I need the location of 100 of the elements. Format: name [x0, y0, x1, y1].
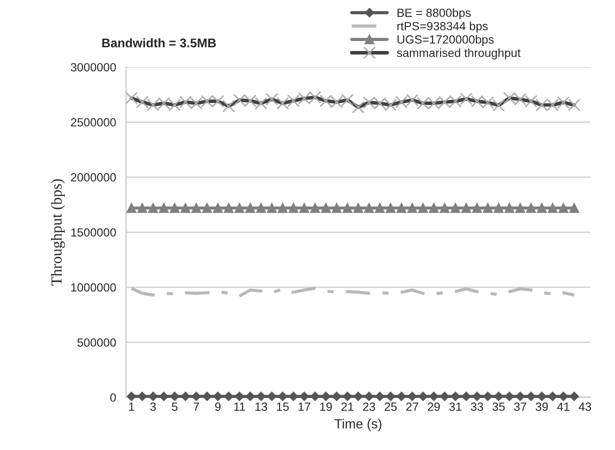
point — [138, 392, 147, 402]
point — [267, 392, 276, 402]
point — [516, 392, 525, 402]
x-tick-label: 19 — [320, 402, 332, 411]
x-tick-label: 5 — [172, 402, 178, 411]
x-tick-label: 39 — [536, 402, 548, 411]
point — [482, 203, 493, 213]
point — [364, 392, 374, 402]
point — [537, 392, 546, 402]
point — [396, 203, 406, 213]
x-tick-label: 15 — [276, 402, 289, 411]
point — [558, 203, 568, 213]
x-tick-label: 31 — [449, 402, 462, 411]
point — [246, 392, 255, 402]
point — [569, 203, 580, 213]
x-tick-label: 9 — [215, 402, 221, 411]
y-axis-title: Throughput (bps) — [50, 179, 65, 286]
x-tick-label: 3 — [150, 402, 156, 411]
point — [418, 203, 428, 213]
x-tick-label: 21 — [341, 402, 354, 411]
point — [570, 392, 579, 402]
point — [234, 392, 244, 402]
point — [256, 203, 266, 213]
point — [342, 392, 352, 402]
point — [548, 203, 558, 213]
x-tick-label: 7 — [194, 402, 199, 411]
point — [407, 203, 418, 213]
legend-label: UGS=1720000bps — [398, 34, 494, 46]
point — [364, 203, 374, 213]
point — [126, 203, 136, 213]
point — [548, 392, 558, 402]
point — [494, 203, 504, 213]
point — [245, 203, 256, 213]
point — [321, 392, 330, 402]
x-tick-label: 25 — [384, 402, 397, 411]
point — [440, 392, 450, 402]
point — [396, 392, 406, 402]
point — [494, 392, 504, 402]
point — [526, 392, 536, 402]
point — [472, 392, 482, 402]
point — [483, 392, 492, 402]
point — [429, 392, 438, 402]
point — [180, 392, 190, 402]
x-tick-label: 33 — [470, 402, 484, 411]
y-tick-label: 2500000 — [70, 118, 116, 126]
point — [310, 203, 320, 213]
point — [450, 392, 460, 402]
point — [288, 392, 298, 402]
point — [213, 203, 223, 213]
point — [526, 203, 536, 213]
point — [472, 203, 482, 213]
point — [234, 203, 244, 213]
point — [504, 392, 514, 402]
point — [266, 203, 277, 213]
point — [278, 203, 288, 213]
point — [310, 392, 320, 402]
y-tick-label: 3000000 — [70, 63, 116, 72]
point — [180, 203, 190, 213]
x-tick-label: 43 — [578, 402, 592, 411]
point — [170, 203, 180, 213]
legend-label: sammarised throughput — [396, 48, 521, 60]
x-tick-label: 29 — [428, 402, 440, 411]
point — [224, 203, 234, 213]
y-tick-label: 1000000 — [71, 283, 116, 292]
point — [462, 392, 471, 402]
point — [428, 203, 439, 213]
point — [558, 392, 568, 402]
point — [137, 203, 148, 213]
point — [418, 392, 428, 402]
legend-label: rtPS=938344 bps — [397, 22, 488, 33]
point — [354, 392, 363, 402]
point — [278, 392, 288, 402]
point — [159, 392, 168, 402]
point — [288, 203, 298, 213]
point — [353, 203, 364, 213]
point — [332, 392, 342, 402]
y-tick-label: 1500000 — [71, 228, 116, 237]
x-tick-label: 37 — [514, 402, 526, 411]
y-tick-label: 0 — [110, 393, 116, 402]
point — [386, 203, 396, 213]
point — [148, 203, 158, 213]
point — [300, 392, 309, 402]
point — [192, 392, 201, 402]
point — [374, 203, 385, 213]
x-axis-title: Time (s) — [334, 418, 382, 432]
point — [386, 392, 396, 402]
point — [299, 203, 310, 213]
point — [159, 203, 169, 213]
point — [450, 203, 460, 213]
point — [256, 392, 266, 402]
point — [515, 203, 526, 213]
point — [126, 392, 136, 402]
point — [504, 203, 514, 213]
chart-title: Bandwidth = 3.5MB — [102, 38, 216, 48]
point — [148, 392, 158, 402]
legend-label: BE = 8800bps — [398, 8, 471, 20]
x-tick-label: 11 — [234, 402, 246, 411]
point — [342, 203, 352, 213]
point — [202, 203, 212, 213]
x-tick-label: 27 — [406, 402, 418, 411]
